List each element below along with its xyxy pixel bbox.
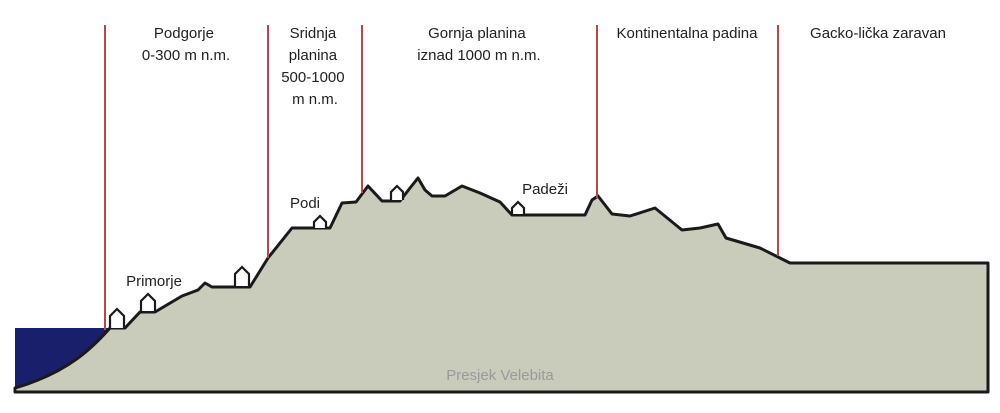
terrain-profile <box>13 176 990 394</box>
place-label-podi: Podi <box>290 195 320 212</box>
house-icon <box>233 265 251 286</box>
zone-label-kontinentalna-padina: Kontinentalna padina <box>617 25 759 42</box>
zone-label-gornja-planina: Gornja planina iznad 1000 m n.m. <box>417 25 540 64</box>
zone-label-podgorje: Podgorje 0-300 m n.m. <box>142 25 230 64</box>
place-label-primorje: Primorje <box>126 273 182 290</box>
house-icon <box>139 292 157 311</box>
house-icon <box>510 200 526 214</box>
sea-area <box>15 328 110 388</box>
zone-label-sridnja-planina: Sridnja planina 500-1000 m n.m. <box>281 25 349 108</box>
diagram-caption: Presjek Velebita <box>446 367 554 384</box>
zone-label-gacko-licka-zaravan: Gacko-lička zaravan <box>810 25 946 42</box>
house-icon <box>108 307 126 328</box>
house-icon <box>312 214 328 228</box>
house-icon <box>389 184 405 200</box>
place-label-padezi: Padeži <box>522 181 568 198</box>
